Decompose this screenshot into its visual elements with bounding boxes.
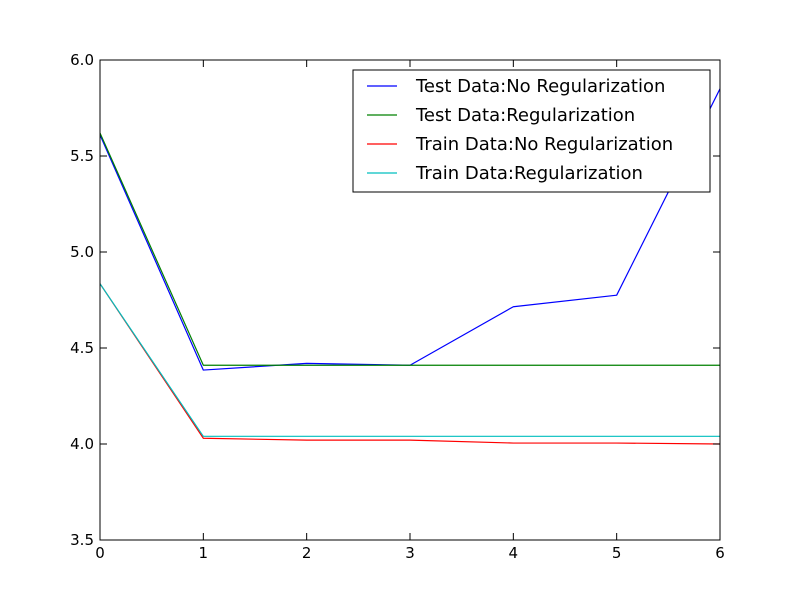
ticks-layer: 0 1 2 3 4 5 6 3.5 4.0 4.5 5.0 5.5 6.0 (70, 51, 725, 562)
y-tick-label: 6.0 (70, 51, 94, 69)
y-tick-label: 3.5 (70, 531, 94, 549)
x-tick-label: 5 (612, 544, 622, 562)
x-tick-label: 3 (405, 544, 415, 562)
legend-label-1: Test Data:Regularization (415, 105, 635, 126)
x-tick-label: 6 (715, 544, 725, 562)
legend-label-0: Test Data:No Regularization (415, 76, 665, 97)
x-tick-label: 2 (302, 544, 312, 562)
x-tick-label: 0 (95, 544, 105, 562)
series-line-2 (100, 283, 720, 445)
y-tick-label: 5.5 (70, 147, 94, 165)
y-tick-label: 4.5 (70, 339, 94, 357)
y-tick-label: 5.0 (70, 243, 94, 261)
x-tick-label: 1 (199, 544, 209, 562)
legend-label-3: Train Data:Regularization (415, 163, 643, 184)
y-tick-label: 4.0 (70, 435, 94, 453)
legend-box (352, 69, 711, 193)
legend-label-2: Train Data:No Regularization (415, 134, 673, 155)
series-layer (100, 88, 720, 445)
x-tick-label: 4 (509, 544, 519, 562)
series-line-3 (100, 283, 720, 437)
series-line-1 (100, 132, 720, 366)
legend: Test Data:No Regularization Test Data:Reg… (352, 69, 711, 193)
